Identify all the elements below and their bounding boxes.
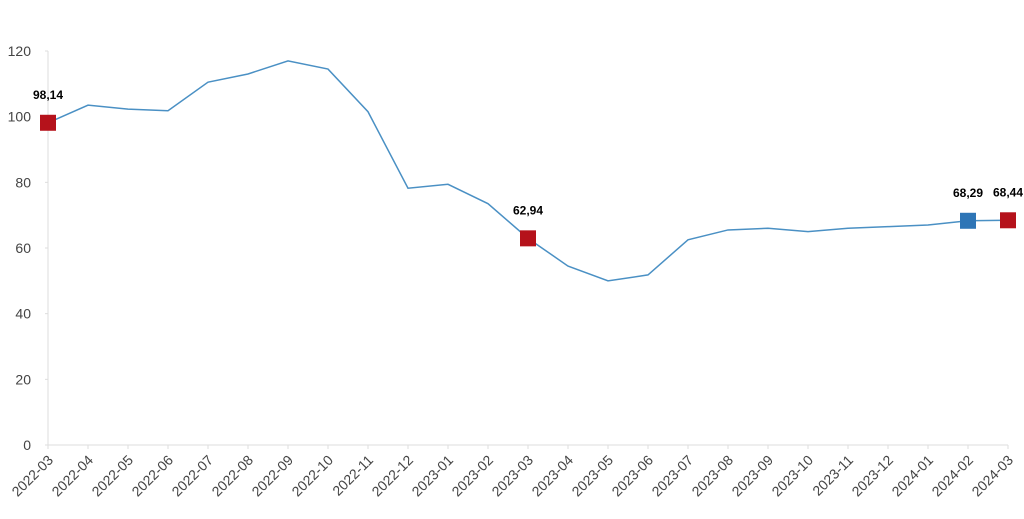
y-tick-label: 0 [23, 437, 31, 453]
x-tick-label: 2022-07 [168, 452, 216, 500]
data-label: 98,14 [33, 88, 63, 102]
x-tick-label: 2023-04 [528, 452, 576, 500]
x-tick-label: 2022-04 [48, 452, 96, 500]
x-tick-label: 2023-10 [768, 452, 816, 500]
x-tick-label: 2022-11 [329, 452, 376, 499]
marker [1000, 212, 1016, 229]
marker [520, 230, 536, 247]
x-tick-label: 2023-08 [688, 452, 736, 500]
data-label: 62,94 [513, 203, 543, 217]
x-tick-label: 2023-09 [728, 452, 776, 500]
x-tick-label: 2022-10 [288, 452, 336, 500]
y-tick-label: 120 [8, 43, 32, 59]
x-tick-label: 2024-03 [968, 452, 1016, 500]
x-tick-label: 2023-01 [408, 452, 456, 500]
x-tick-label: 2022-08 [208, 452, 256, 500]
y-tick-label: 80 [15, 174, 31, 190]
x-tick-label: 2024-01 [888, 452, 936, 500]
y-tick-label: 60 [15, 240, 31, 256]
x-tick-label: 2022-03 [8, 452, 56, 500]
y-tick-label: 20 [15, 371, 31, 387]
x-tick-label: 2023-12 [848, 452, 896, 500]
x-tick-label: 2023-05 [568, 452, 616, 500]
x-tick-label: 2023-07 [648, 452, 696, 500]
x-tick-label: 2022-12 [368, 452, 416, 500]
x-tick-label: 2024-02 [928, 452, 976, 500]
x-tick-label: 2022-09 [248, 452, 296, 500]
marker [40, 114, 56, 131]
x-tick-label: 2023-06 [608, 452, 656, 500]
x-tick-label: 2023-03 [488, 452, 536, 500]
x-tick-label: 2022-06 [128, 452, 176, 500]
data-label: 68,29 [953, 186, 983, 200]
x-tick-label: 2023-02 [448, 452, 496, 500]
x-tick-label: 2022-05 [88, 452, 136, 500]
x-tick-label: 2023-11 [809, 452, 856, 499]
y-tick-label: 100 [8, 109, 32, 125]
data-line [47, 60, 1009, 282]
y-tick-label: 40 [15, 306, 31, 322]
data-label: 68,44 [993, 185, 1023, 199]
marker [960, 212, 976, 229]
